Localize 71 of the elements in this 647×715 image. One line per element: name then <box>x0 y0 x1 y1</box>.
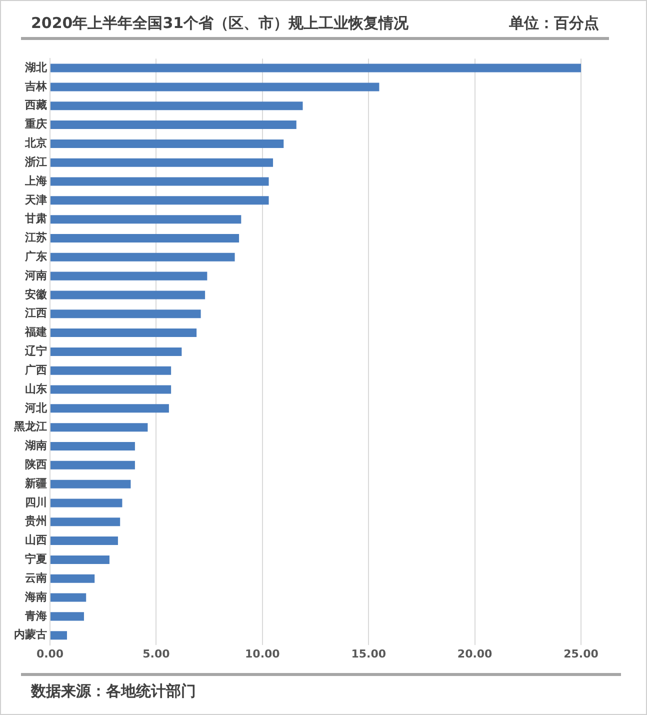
bar <box>50 366 172 375</box>
bar <box>50 460 135 470</box>
bar <box>50 158 274 167</box>
bar <box>50 347 182 356</box>
bar <box>50 64 581 72</box>
y-tick-label: 上海 <box>24 174 47 188</box>
x-tick-label: 25.00 <box>564 647 599 660</box>
y-tick-label: 重庆 <box>24 118 47 131</box>
y-tick-label: 河北 <box>24 401 48 414</box>
bar <box>50 536 118 546</box>
bar <box>50 196 269 205</box>
bar <box>50 612 84 621</box>
bar <box>50 82 380 92</box>
y-tick-label: 新疆 <box>24 476 47 490</box>
x-tick-label: 10.00 <box>245 647 280 660</box>
bar <box>50 290 206 300</box>
chart-title: 2020年上半年全国31个省（区、市）规上工业恢复情况 <box>30 14 410 32</box>
y-tick-label: 山东 <box>25 382 47 396</box>
y-tick-label: 福建 <box>24 326 47 339</box>
bar <box>50 177 269 186</box>
x-tick-label: 0.00 <box>36 647 64 660</box>
y-tick-label: 山西 <box>25 534 47 547</box>
y-tick-label: 安徽 <box>25 288 48 301</box>
y-tick-label: 海南 <box>24 590 47 604</box>
x-tick-label: 15.00 <box>351 647 386 660</box>
y-tick-label: 湖南 <box>24 439 47 452</box>
y-tick-label: 广东 <box>24 250 47 264</box>
source-note: 数据来源：各地统计部门 <box>21 673 621 707</box>
y-tick-label: 江苏 <box>24 231 47 244</box>
y-tick-label: 宁夏 <box>25 552 47 566</box>
x-tick-label: 20.00 <box>457 647 493 660</box>
bar <box>50 423 148 432</box>
y-tick-label: 广西 <box>24 363 47 376</box>
bar <box>50 385 172 394</box>
y-tick-label: 黑龙江 <box>13 420 47 434</box>
bar <box>50 120 296 130</box>
y-tick-label: 浙江 <box>24 155 47 168</box>
y-tick-label: 辽宁 <box>24 344 47 358</box>
bar <box>50 139 284 148</box>
bar <box>50 272 208 280</box>
y-tick-label: 湖北 <box>24 60 48 74</box>
bar <box>50 404 169 413</box>
y-tick-label: 吉林 <box>24 80 48 93</box>
x-tick-label: 5.00 <box>142 647 170 660</box>
bar <box>50 498 122 508</box>
bar <box>50 631 67 640</box>
bar <box>50 328 197 338</box>
bar <box>50 555 110 564</box>
y-tick-label: 河南 <box>24 268 47 282</box>
y-tick-label: 北京 <box>24 136 47 150</box>
y-tick-label: 江西 <box>24 306 47 320</box>
y-tick-label: 陕西 <box>25 458 47 472</box>
y-tick-label: 甘肃 <box>24 212 47 226</box>
bar <box>50 252 235 262</box>
chart-subtitle: 单位：百分点 <box>508 14 600 32</box>
y-tick-label: 青海 <box>24 609 47 622</box>
y-tick-label: 天津 <box>24 193 47 206</box>
bar <box>50 442 135 451</box>
bar <box>50 215 242 224</box>
bar <box>50 574 95 583</box>
y-tick-label: 西藏 <box>24 98 47 112</box>
bar <box>50 102 303 110</box>
y-tick-label: 四川 <box>25 496 47 509</box>
bar <box>50 310 201 318</box>
y-tick-label: 内蒙古 <box>14 628 47 642</box>
bar <box>50 480 131 488</box>
bar <box>50 593 86 602</box>
y-tick-label: 云南 <box>25 571 47 584</box>
bar <box>50 234 240 242</box>
bar <box>50 518 120 526</box>
y-tick-label: 贵州 <box>24 514 47 528</box>
